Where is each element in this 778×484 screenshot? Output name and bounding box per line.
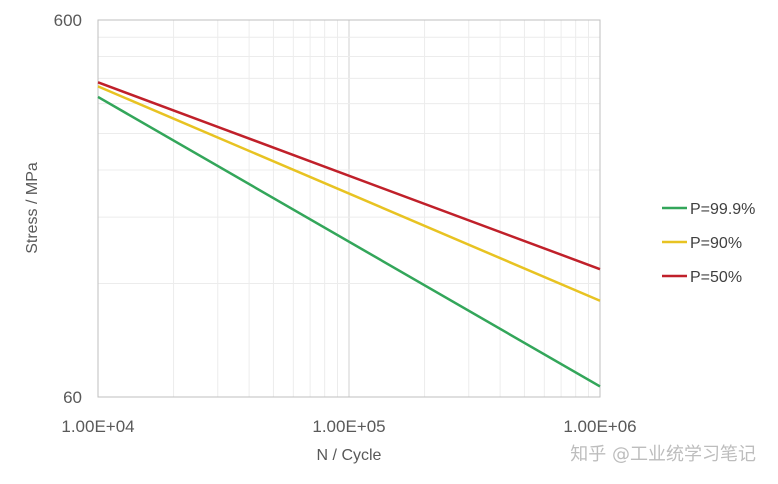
y-tick-label: 60 [63,388,82,407]
x-tick-label: 1.00E+06 [563,417,636,436]
grid [98,20,600,397]
watermark: 知乎 @工业统学习笔记 [570,444,756,465]
x-tick-label: 1.00E+04 [61,417,134,436]
series-layer [97,81,601,388]
series-line-3 [97,81,601,271]
plot-area [97,19,601,398]
legend-label: P=99.9% [690,201,755,218]
legend-label: P=90% [690,235,742,252]
plot-frame [97,19,601,398]
x-axis-title: N / Cycle [317,447,382,464]
legend-label: P=50% [690,269,742,286]
tick-labels: 1.00E+04 1.00E+05 1.00E+06 600 60 [54,11,637,436]
series-line-1 [97,95,601,388]
y-tick-label: 600 [54,11,82,30]
y-axis-title: Stress / MPa [24,162,41,254]
x-tick-label: 1.00E+05 [312,417,385,436]
legend: P=99.9% P=90% P=50% [662,201,755,286]
series-line-2 [97,85,601,302]
